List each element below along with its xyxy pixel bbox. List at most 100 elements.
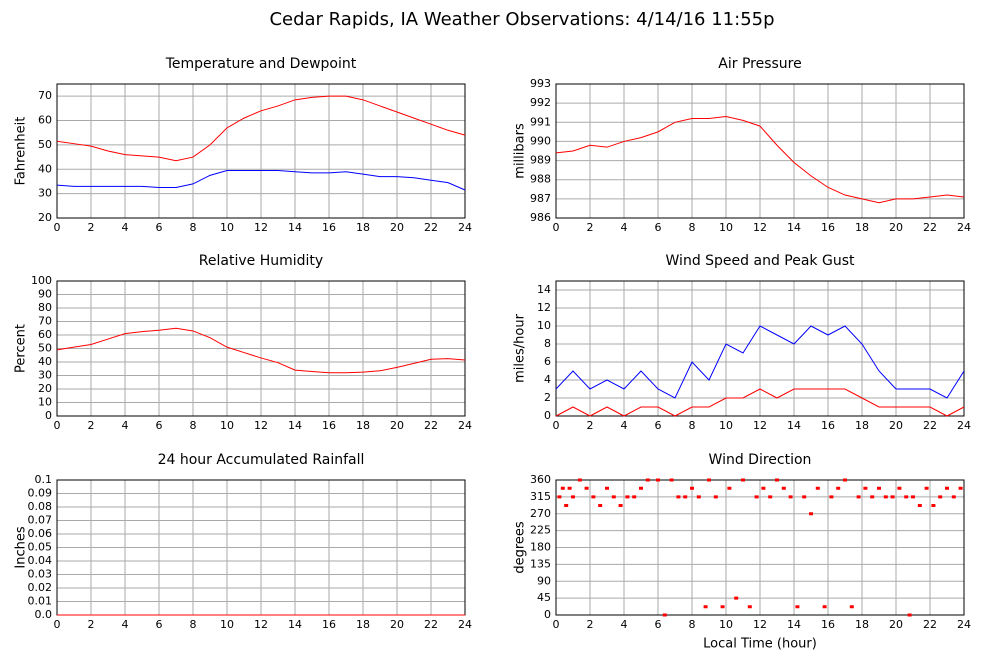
point — [618, 504, 623, 507]
x-tick-label: 20 — [889, 618, 903, 631]
point — [822, 605, 827, 609]
x-tick-label: 0 — [553, 419, 560, 432]
point — [683, 495, 688, 499]
x-tick-label: 14 — [288, 618, 302, 631]
point — [890, 495, 895, 499]
point — [560, 486, 565, 490]
x-tick-label: 8 — [190, 419, 197, 432]
y-tick-label: 12 — [537, 301, 551, 314]
point — [897, 486, 902, 490]
point — [662, 613, 667, 617]
point — [788, 495, 793, 499]
y-tick-label: 20 — [38, 382, 52, 395]
x-tick-label: 2 — [587, 618, 594, 631]
point — [703, 605, 708, 609]
y-tick-label: 0.08 — [28, 500, 53, 513]
x-tick-label: 4 — [621, 221, 628, 234]
point — [584, 486, 589, 490]
x-tick-label: 0 — [54, 419, 61, 432]
point — [591, 495, 596, 499]
point — [734, 596, 739, 600]
y-tick-label: 0.03 — [28, 568, 53, 581]
x-tick-label: 24 — [458, 618, 472, 631]
x-tick-label: 14 — [288, 221, 302, 234]
point — [870, 495, 875, 499]
x-tick-label: 4 — [621, 419, 628, 432]
y-tick-label: 30 — [38, 187, 52, 200]
x-tick-label: 20 — [889, 419, 903, 432]
point — [696, 495, 701, 499]
series-line — [56, 169, 466, 191]
y-tick-label: 14 — [537, 283, 551, 296]
point — [741, 478, 745, 482]
series-line — [555, 388, 965, 417]
y-tick-label: 986 — [530, 211, 551, 224]
y-tick-label: 0.09 — [28, 487, 53, 500]
y-tick-label: 90 — [537, 574, 551, 587]
y-tick-label: 45 — [537, 591, 551, 604]
x-tick-label: 20 — [390, 618, 404, 631]
x-tick-label: 12 — [254, 618, 268, 631]
x-tick-label: 22 — [923, 618, 937, 631]
series-line — [56, 95, 466, 162]
x-tick-label: 6 — [156, 419, 163, 432]
chart-title: 24 hour Accumulated Rainfall — [158, 452, 365, 468]
point — [843, 478, 847, 482]
x-tick-label: 0 — [553, 221, 560, 234]
point — [571, 495, 575, 499]
point — [877, 486, 881, 490]
point — [727, 486, 732, 490]
point — [815, 486, 820, 490]
x-tick-label: 8 — [190, 221, 197, 234]
x-tick-label: 10 — [220, 618, 234, 631]
y-tick-label: 70 — [38, 89, 52, 102]
y-tick-label: 70 — [38, 315, 52, 328]
y-tick-label: 30 — [38, 369, 52, 382]
x-tick-label: 2 — [88, 618, 95, 631]
y-tick-label: 991 — [530, 115, 551, 128]
x-tick-label: 4 — [122, 221, 129, 234]
y-axis-label: degrees — [513, 521, 528, 574]
x-tick-label: 12 — [753, 618, 767, 631]
x-tick-label: 22 — [424, 419, 438, 432]
x-tick-label: 14 — [787, 419, 801, 432]
x-tick-label: 20 — [390, 221, 404, 234]
point — [605, 486, 609, 490]
y-tick-label: 2 — [544, 391, 551, 404]
x-tick-label: 22 — [424, 221, 438, 234]
y-tick-label: 0 — [544, 608, 551, 621]
chart-title: Relative Humidity — [199, 253, 323, 269]
x-tick-label: 12 — [753, 419, 767, 432]
x-tick-label: 8 — [689, 419, 696, 432]
x-tick-label: 24 — [957, 221, 971, 234]
x-tick-label: 18 — [356, 618, 370, 631]
point — [713, 495, 718, 499]
x-tick-label: 14 — [787, 618, 801, 631]
point — [775, 478, 779, 482]
x-tick-label: 10 — [719, 221, 733, 234]
point — [567, 486, 572, 490]
y-tick-label: 90 — [38, 288, 52, 301]
point — [761, 486, 766, 490]
x-tick-label: 4 — [122, 419, 129, 432]
point — [720, 605, 725, 609]
point — [945, 486, 949, 490]
main-title: Cedar Rapids, IA Weather Observations: 4… — [269, 9, 774, 30]
y-tick-label: 100 — [31, 274, 52, 287]
x-tick-label: 16 — [821, 618, 835, 631]
y-tick-label: 0.02 — [28, 581, 53, 594]
y-tick-label: 180 — [530, 541, 551, 554]
x-tick-label: 2 — [88, 221, 95, 234]
x-tick-label: 6 — [156, 221, 163, 234]
point — [924, 486, 929, 490]
x-tick-label: 16 — [322, 221, 336, 234]
x-tick-label: 18 — [356, 221, 370, 234]
x-tick-label: 6 — [655, 221, 662, 234]
x-tick-label: 6 — [156, 618, 163, 631]
x-tick-label: 20 — [889, 221, 903, 234]
y-tick-label: 315 — [530, 490, 551, 503]
x-tick-label: 10 — [719, 618, 733, 631]
point — [754, 495, 759, 499]
y-tick-label: 0.0 — [35, 608, 53, 621]
